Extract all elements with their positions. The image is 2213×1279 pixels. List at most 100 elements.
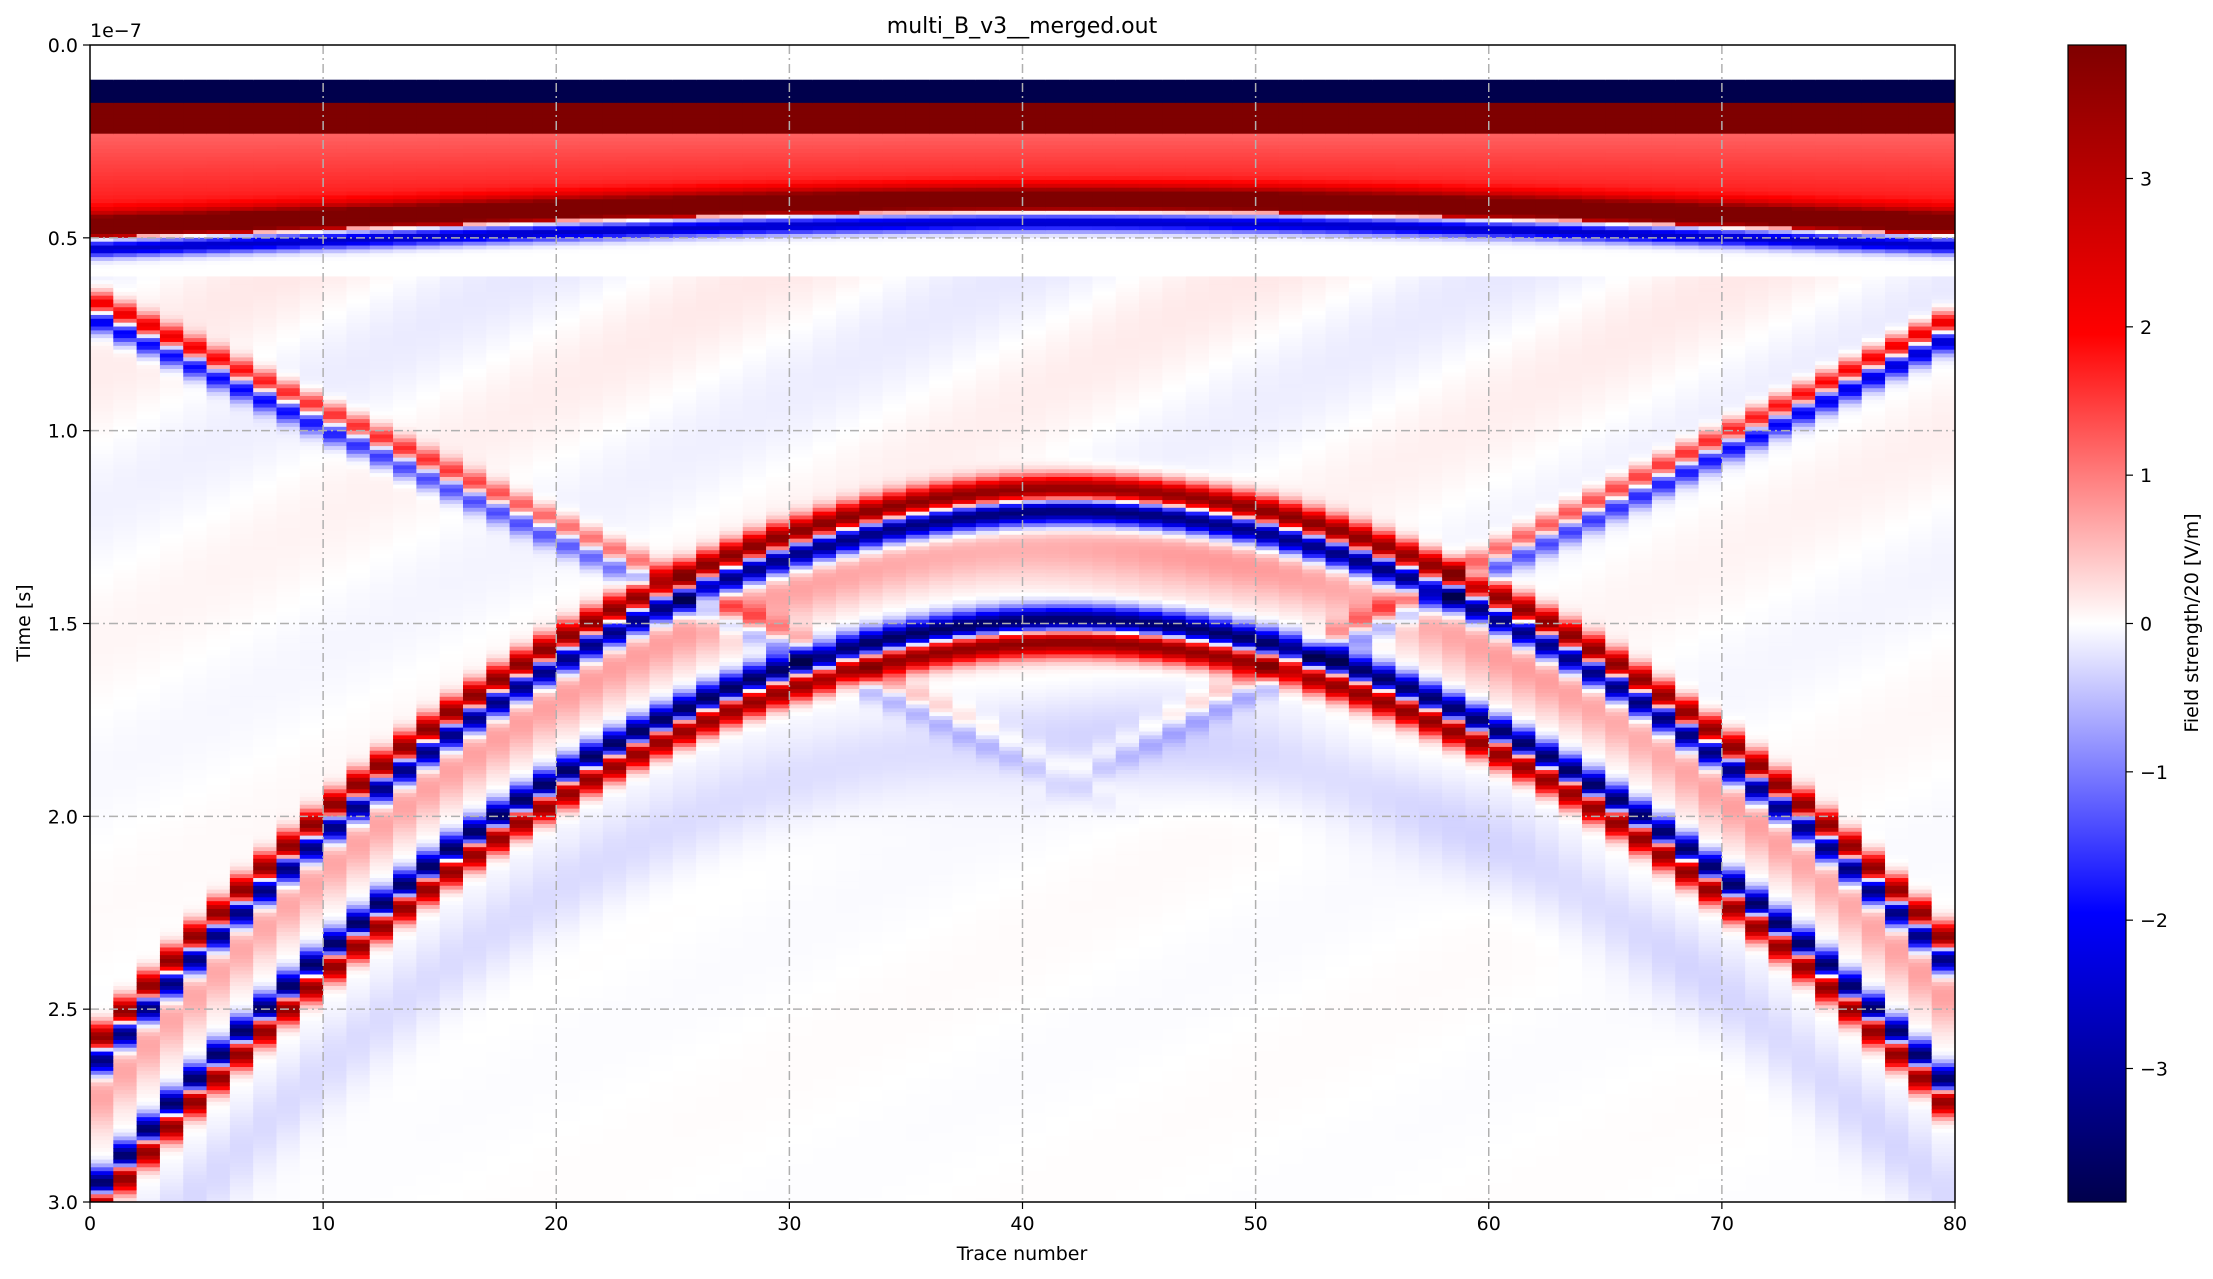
heatmap-cell	[439, 912, 464, 918]
heatmap-cell	[439, 1194, 464, 1199]
heatmap-cell	[113, 804, 138, 810]
heatmap-cell	[253, 596, 278, 601]
heatmap-cell	[159, 777, 184, 783]
heatmap-cell	[276, 291, 301, 297]
heatmap-cell	[276, 962, 301, 968]
heatmap-cell	[183, 226, 208, 231]
heatmap-cell	[276, 908, 301, 914]
heatmap-cell	[229, 500, 254, 505]
heatmap-cell	[159, 203, 184, 208]
heatmap-cell	[206, 1194, 231, 1199]
heatmap-cell	[439, 145, 464, 150]
heatmap-cell	[183, 901, 208, 906]
heatmap-cell	[416, 68, 441, 73]
heatmap-cell	[136, 758, 161, 763]
heatmap-cell	[463, 654, 487, 659]
heatmap-cell	[346, 635, 371, 640]
heatmap-cell	[136, 862, 161, 868]
heatmap-cell	[276, 110, 301, 116]
heatmap-cell	[346, 993, 371, 999]
heatmap-cell	[90, 95, 114, 100]
heatmap-cell	[439, 662, 464, 667]
heatmap-cell	[439, 681, 464, 686]
heatmap-cell	[229, 1105, 254, 1111]
heatmap-cell	[346, 781, 371, 787]
heatmap-cell	[346, 565, 371, 571]
heatmap-cell	[113, 993, 138, 999]
heatmap-cell	[416, 129, 441, 135]
heatmap-cell	[439, 920, 464, 925]
heatmap-cell	[90, 685, 114, 690]
heatmap-cell	[136, 1113, 161, 1118]
heatmap-cell	[393, 893, 417, 898]
heatmap-cell	[346, 276, 371, 281]
heatmap-cell	[113, 361, 138, 366]
heatmap-cell	[439, 773, 464, 779]
heatmap-cell	[206, 203, 231, 208]
heatmap-cell	[346, 257, 371, 262]
heatmap-cell	[393, 1178, 417, 1184]
heatmap-cell	[393, 422, 417, 428]
heatmap-cell	[393, 727, 417, 733]
heatmap-cell	[346, 584, 371, 590]
heatmap-cell	[90, 1190, 114, 1195]
heatmap-cell	[90, 98, 114, 104]
heatmap-cell	[276, 307, 301, 312]
heatmap-cell	[439, 91, 464, 96]
heatmap-cell	[253, 45, 278, 50]
heatmap-cell	[416, 982, 441, 987]
heatmap-cell	[323, 1040, 348, 1045]
heatmap-cell	[416, 326, 441, 331]
heatmap-cell	[323, 912, 348, 918]
heatmap-cell	[393, 98, 417, 104]
heatmap-cell	[206, 1047, 231, 1053]
heatmap-cell	[90, 260, 114, 266]
heatmap-cell	[416, 696, 441, 702]
heatmap-cell	[299, 1032, 324, 1037]
heatmap-cell	[393, 712, 417, 717]
heatmap-cell	[463, 561, 487, 567]
heatmap-cell	[299, 284, 324, 289]
heatmap-cell	[183, 114, 208, 119]
heatmap-cell	[276, 982, 301, 987]
heatmap-cell	[113, 199, 138, 204]
heatmap-cell	[323, 739, 348, 744]
heatmap-cell	[136, 762, 161, 767]
heatmap-cell	[229, 164, 254, 170]
heatmap-cell	[229, 824, 254, 829]
heatmap-cell	[439, 758, 464, 763]
heatmap-cell	[276, 920, 301, 925]
heatmap-cell	[229, 1013, 254, 1018]
heatmap-cell	[159, 395, 184, 401]
heatmap-cell	[183, 156, 208, 162]
heatmap-cell	[299, 808, 324, 814]
heatmap-cell	[253, 615, 278, 621]
heatmap-cell	[346, 800, 371, 806]
heatmap-cell	[159, 145, 184, 150]
heatmap-cell	[439, 284, 464, 289]
heatmap-cell	[323, 1109, 348, 1114]
heatmap-cell	[229, 1171, 254, 1176]
heatmap-cell	[346, 380, 371, 385]
heatmap-cell	[136, 677, 161, 682]
heatmap-cell	[323, 422, 348, 428]
heatmap-cell	[90, 638, 114, 644]
heatmap-cell	[439, 588, 464, 594]
heatmap-cell	[183, 1132, 208, 1138]
heatmap-cell	[136, 546, 161, 551]
heatmap-cell	[369, 411, 394, 416]
heatmap-cell	[90, 48, 114, 54]
heatmap-cell	[253, 449, 278, 455]
heatmap-cell	[136, 1117, 161, 1122]
heatmap-cell	[136, 611, 161, 617]
heatmap-cell	[229, 797, 254, 802]
heatmap-cell	[206, 627, 231, 632]
heatmap-cell	[323, 1070, 348, 1076]
heatmap-cell	[416, 168, 441, 173]
heatmap-cell	[229, 654, 254, 659]
heatmap-cell	[206, 750, 231, 756]
heatmap-cell	[439, 79, 464, 85]
heatmap-cell	[369, 299, 394, 304]
heatmap-cell	[253, 1086, 278, 1091]
heatmap-cell	[439, 45, 464, 50]
